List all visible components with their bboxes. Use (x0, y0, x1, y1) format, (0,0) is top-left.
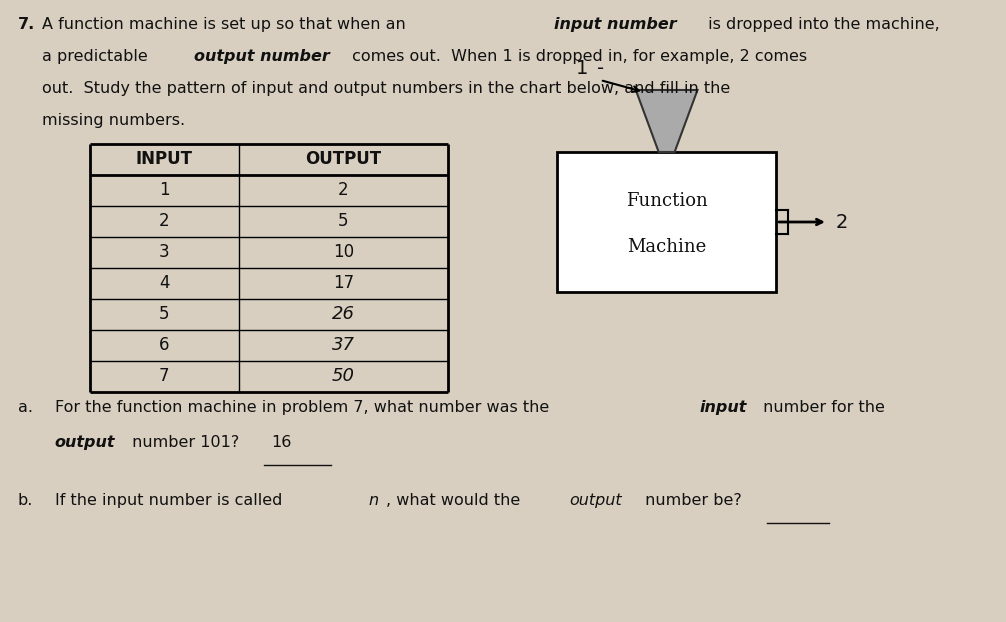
Text: 3: 3 (159, 243, 169, 261)
Text: input number: input number (554, 17, 677, 32)
Text: 16: 16 (272, 435, 292, 450)
Text: output number: output number (194, 49, 330, 64)
Text: INPUT: INPUT (136, 151, 193, 169)
Text: A function machine is set up so that when an: A function machine is set up so that whe… (42, 17, 410, 32)
Text: OUTPUT: OUTPUT (305, 151, 381, 169)
Text: 2: 2 (338, 182, 349, 200)
Text: 10: 10 (333, 243, 354, 261)
Text: If the input number is called: If the input number is called (54, 493, 288, 508)
Text: 37: 37 (332, 337, 355, 355)
Text: comes out.  When 1 is dropped in, for example, 2 comes: comes out. When 1 is dropped in, for exa… (347, 49, 808, 64)
Text: 5: 5 (159, 305, 169, 323)
Text: a predictable: a predictable (42, 49, 153, 64)
Text: 2: 2 (836, 213, 848, 231)
Text: 26: 26 (332, 305, 355, 323)
Text: 7: 7 (159, 368, 169, 386)
Text: For the function machine in problem 7, what number was the: For the function machine in problem 7, w… (54, 400, 554, 415)
Text: 17: 17 (333, 274, 354, 292)
Text: 1: 1 (575, 58, 589, 78)
Text: n: n (368, 493, 378, 508)
Text: Machine: Machine (627, 238, 706, 256)
Text: -: - (597, 58, 605, 78)
Text: , what would the: , what would the (386, 493, 525, 508)
Text: 2: 2 (159, 213, 169, 231)
Bar (557, 152, 776, 292)
Text: a.: a. (18, 400, 33, 415)
Text: number 101?: number 101? (128, 435, 239, 450)
Text: 7.: 7. (18, 17, 35, 32)
Text: output: output (569, 493, 622, 508)
Text: input: input (699, 400, 746, 415)
Text: 4: 4 (159, 274, 169, 292)
Text: is dropped into the machine,: is dropped into the machine, (703, 17, 941, 32)
Text: 50: 50 (332, 368, 355, 386)
Text: 6: 6 (159, 337, 169, 355)
Text: out.  Study the pattern of input and output numbers in the chart below, and fill: out. Study the pattern of input and outp… (42, 81, 730, 96)
Text: 5: 5 (338, 213, 348, 231)
Polygon shape (636, 90, 697, 152)
Text: output: output (54, 435, 116, 450)
Text: Function: Function (626, 192, 707, 210)
Text: number for the: number for the (759, 400, 885, 415)
Text: 1: 1 (159, 182, 169, 200)
Text: missing numbers.: missing numbers. (42, 113, 185, 128)
Text: number be?: number be? (640, 493, 741, 508)
Text: b.: b. (18, 493, 33, 508)
